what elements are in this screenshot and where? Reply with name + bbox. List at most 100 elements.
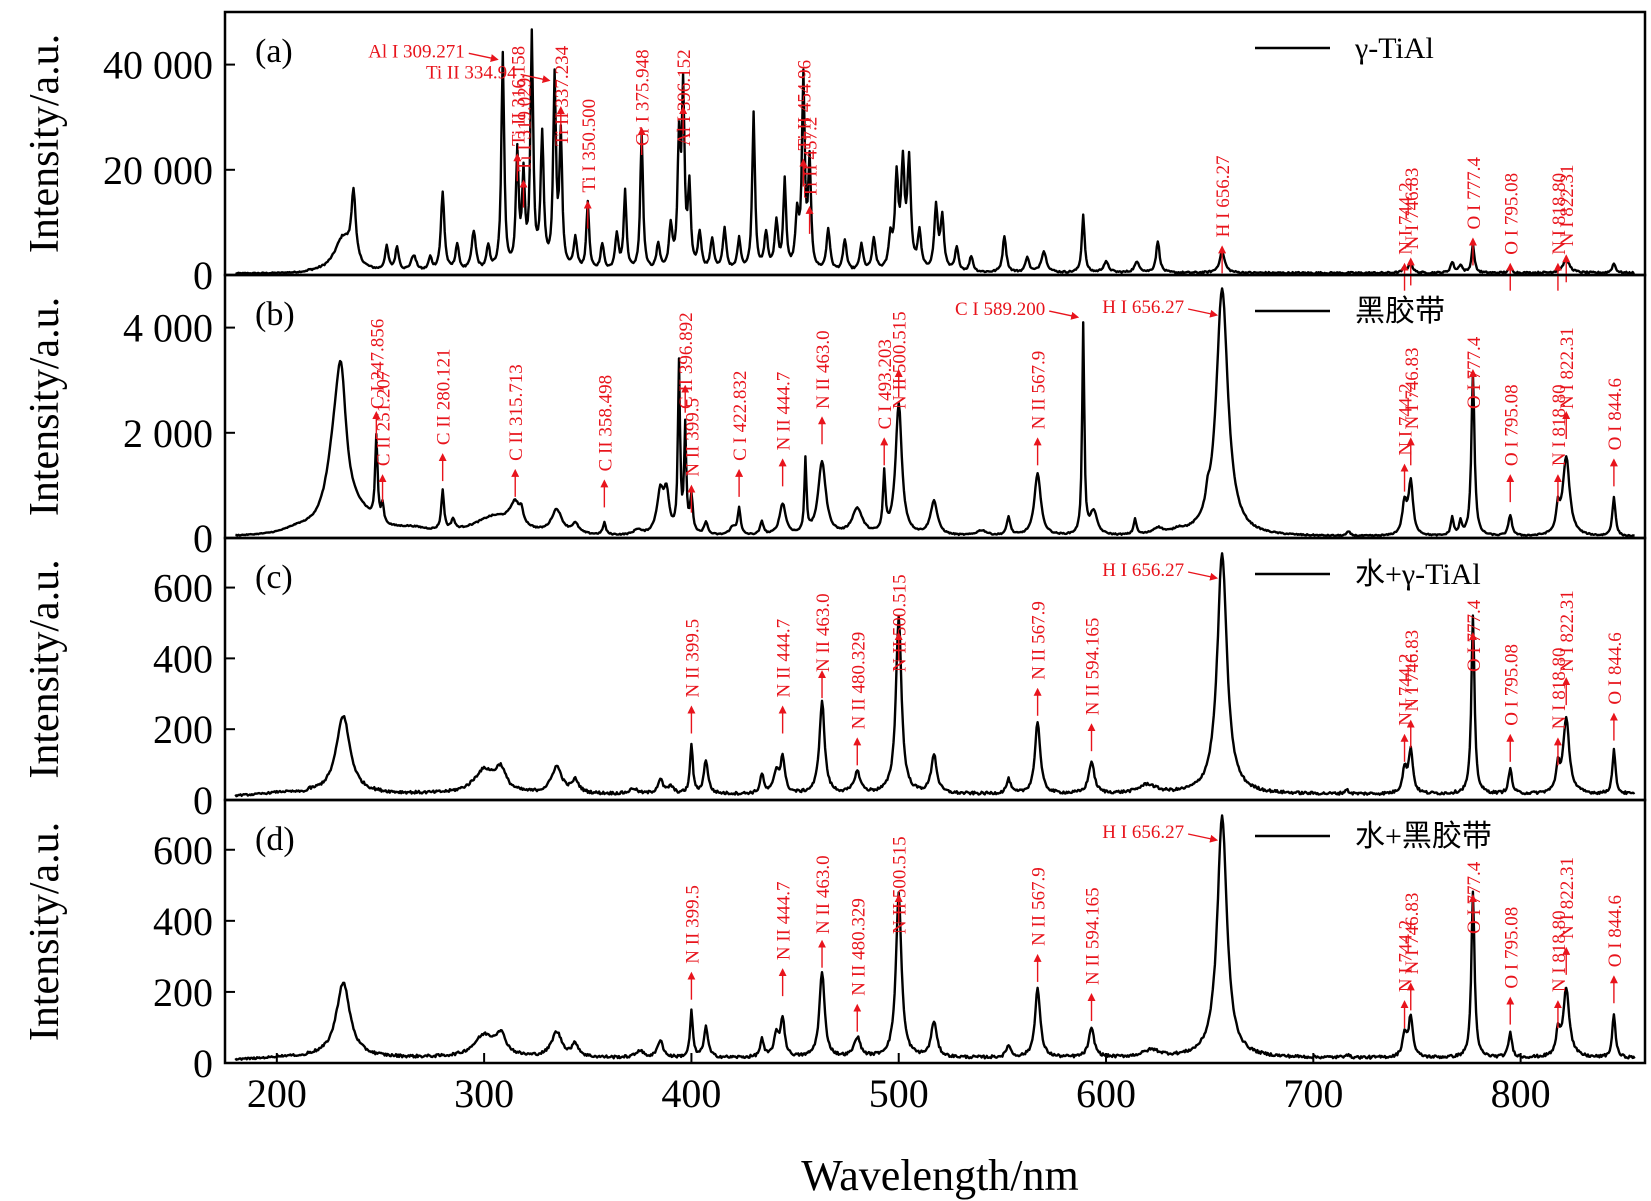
annotation-label: C I 493.203 <box>875 339 896 429</box>
annotation-label: O I 777.4 <box>1464 157 1485 230</box>
peak-annotation: N II 567.9 <box>1029 867 1050 982</box>
peak-annotation: N II 399.5 <box>682 619 703 734</box>
peak-annotation: Al I 396.152 <box>674 49 695 146</box>
peak-annotation: O I 777.4 <box>1464 157 1485 266</box>
y-axis-label: Intensity/a.u. <box>22 34 68 253</box>
annotation-label: O I 777.4 <box>1464 599 1485 672</box>
legend-label: 黑胶带 <box>1355 295 1445 328</box>
annotation-label: N II 399.5 <box>682 619 703 698</box>
annotation-label: C II 251.207 <box>374 370 395 467</box>
annotation-arrow <box>1187 571 1219 581</box>
x-tick-label: 500 <box>869 1071 929 1116</box>
peak-annotation: Ti II 334.94 <box>426 62 551 83</box>
peak-annotation: C II 280.121 <box>434 349 455 482</box>
peak-annotation: C I 422.832 <box>730 371 751 497</box>
peak-annotation: N II 399.5 <box>682 885 703 1000</box>
peak-annotation: N I 746.83 <box>1402 168 1423 286</box>
annotation-label: O I 844.6 <box>1605 378 1626 450</box>
y-tick-label: 2 000 <box>123 411 213 456</box>
peak-annotation: N I 818.80 <box>1549 648 1570 766</box>
annotation-label: O I 777.4 <box>1464 336 1485 409</box>
panel-frame <box>223 798 1647 1065</box>
peak-annotation: N I 744.2 <box>1396 653 1417 762</box>
annotation-label: N II 480.329 <box>848 632 869 730</box>
y-tick-label: 400 <box>153 899 213 944</box>
peak-annotation: N I 744.2 <box>1396 920 1417 1029</box>
annotation-label: N II 444.7 <box>774 372 795 451</box>
annotation-label: H I 656.27 <box>1102 560 1184 581</box>
y-tick-label: 200 <box>153 970 213 1015</box>
annotation-label: N I 818.80 <box>1549 648 1570 730</box>
peak-annotation: C II 251.207 <box>374 370 395 503</box>
peak-annotation: N I 822.31 <box>1557 164 1578 283</box>
x-tick-label: 300 <box>454 1071 514 1116</box>
peak-annotation: N I 746.83 <box>1402 348 1423 466</box>
peak-annotation: O I 795.08 <box>1501 384 1522 503</box>
annotation-label: N I 822.31 <box>1557 590 1578 672</box>
peak-annotation: N I 818.80 <box>1549 910 1570 1029</box>
annotation-label: H I 656.27 <box>1102 822 1184 843</box>
peak-annotation: N II 594.165 <box>1083 618 1104 752</box>
peak-annotation: H I 656.27 <box>1102 822 1219 843</box>
x-tick-label: 400 <box>661 1071 721 1116</box>
annotation-label: C I 247.856 <box>367 319 388 409</box>
peak-annotation: O I 844.6 <box>1605 895 1626 1004</box>
peak-annotation: O I 795.08 <box>1501 907 1522 1025</box>
annotation-label: Ti I 319.029 <box>515 78 536 172</box>
y-tick-label: 200 <box>153 707 213 752</box>
peak-annotation: N II 444.7 <box>774 619 795 734</box>
peak-annotation: N I 822.31 <box>1557 857 1578 975</box>
annotation-label: O I 844.6 <box>1605 895 1626 967</box>
annotation-label: O I 795.08 <box>1501 907 1522 989</box>
peak-annotation: Ti II 457.2 <box>801 117 822 234</box>
spectrum-line <box>234 28 1636 275</box>
peak-annotation: N II 463.0 <box>813 330 834 445</box>
annotation-label: N I 744.2 <box>1396 182 1417 254</box>
annotation-arrow <box>1049 310 1080 320</box>
peak-annotation: O I 844.6 <box>1605 378 1626 487</box>
legend-label: γ-TiAl <box>1354 32 1434 65</box>
annotation-label: Ti II 337.234 <box>552 45 573 146</box>
annotation-label: N I 822.31 <box>1557 327 1578 409</box>
y-axis-label: Intensity/a.u. <box>22 822 68 1041</box>
annotation-arrow <box>468 52 499 62</box>
peak-annotation: Ti I 350.500 <box>579 99 600 229</box>
annotation-label: Cr I 375.948 <box>633 49 654 146</box>
spectrum-line <box>234 552 1636 798</box>
annotation-arrow <box>1187 308 1219 318</box>
peak-annotation: N II 594.165 <box>1083 887 1104 1022</box>
annotation-label: C I 589.200 <box>955 299 1045 320</box>
peak-annotation: N I 822.31 <box>1557 590 1578 706</box>
peak-annotation: N II 444.7 <box>774 372 795 487</box>
y-tick-label: 4 000 <box>123 306 213 351</box>
annotation-label: Ti II 454.96 <box>794 60 815 151</box>
peak-annotation: C I 589.200 <box>955 299 1080 320</box>
annotation-label: Ti II 334.94 <box>426 62 517 83</box>
annotation-label: Al I 309.271 <box>368 41 465 62</box>
y-tick-label: 400 <box>153 636 213 681</box>
peak-annotation: N I 746.83 <box>1402 893 1423 1011</box>
annotation-label: N II 463.0 <box>813 593 834 672</box>
annotation-label: N II 444.7 <box>774 882 795 961</box>
annotation-label: N II 463.0 <box>813 855 834 934</box>
peak-annotation: Ti II 337.234 <box>552 45 573 146</box>
peak-annotation: Cr I 375.948 <box>633 49 654 155</box>
annotation-label: N II 500.515 <box>890 574 911 672</box>
peak-annotation: N II 480.329 <box>848 898 869 1032</box>
annotation-label: Al I 396.152 <box>674 49 695 146</box>
peak-annotation: H I 656.27 <box>1102 297 1219 318</box>
annotation-label: N II 594.165 <box>1083 618 1104 716</box>
annotation-label: O I 844.6 <box>1605 632 1626 704</box>
peak-annotation: C II 358.498 <box>595 375 616 508</box>
annotation-label: N II 567.9 <box>1029 601 1050 680</box>
x-tick-label: 700 <box>1283 1071 1343 1116</box>
panel-d: 0 200 400 600 Intensity/a.u. (d) 水+黑胶带 N II 399… <box>22 798 1647 1086</box>
spectrum-line <box>234 814 1636 1061</box>
y-tick-label: 600 <box>153 566 213 611</box>
annotation-label: N II 444.7 <box>774 619 795 698</box>
peak-annotation: N II 399.5 <box>682 398 703 513</box>
peak-annotation: Ti I 319.029 <box>515 78 536 208</box>
annotation-label: O I 795.08 <box>1501 173 1522 255</box>
peak-annotation: N I 746.83 <box>1402 630 1423 748</box>
peak-annotation: C I 247.856 <box>367 319 388 440</box>
